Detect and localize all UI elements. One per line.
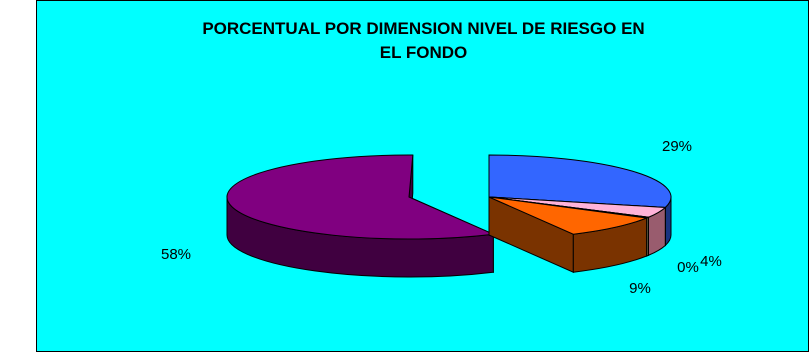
data-label-0: 29%: [662, 138, 692, 155]
data-label-1: 4%: [700, 253, 722, 270]
pie-slice-4: [226, 154, 496, 278]
pie-slice-top-3: [488, 196, 649, 235]
chart-title: PORCENTUAL POR DIMENSION NIVEL DE RIESGO…: [37, 17, 810, 65]
data-label-4: 58%: [161, 246, 191, 263]
data-label-2: 0%: [677, 259, 699, 276]
pie-chart: 29% 4%0% 9% 58%: [161, 138, 722, 297]
chart-title-line-2: EL FONDO: [379, 43, 468, 62]
pie-slice-top-0: [488, 154, 672, 208]
chart-title-line-1: PORCENTUAL POR DIMENSION NIVEL DE RIESGO…: [202, 19, 645, 38]
data-label-3: 9%: [629, 280, 651, 297]
pie-slice-3: [488, 196, 649, 273]
chart-area: PORCENTUAL POR DIMENSION NIVEL DE RIESGO…: [36, 0, 809, 352]
pie-slice-top-4: [226, 154, 496, 240]
